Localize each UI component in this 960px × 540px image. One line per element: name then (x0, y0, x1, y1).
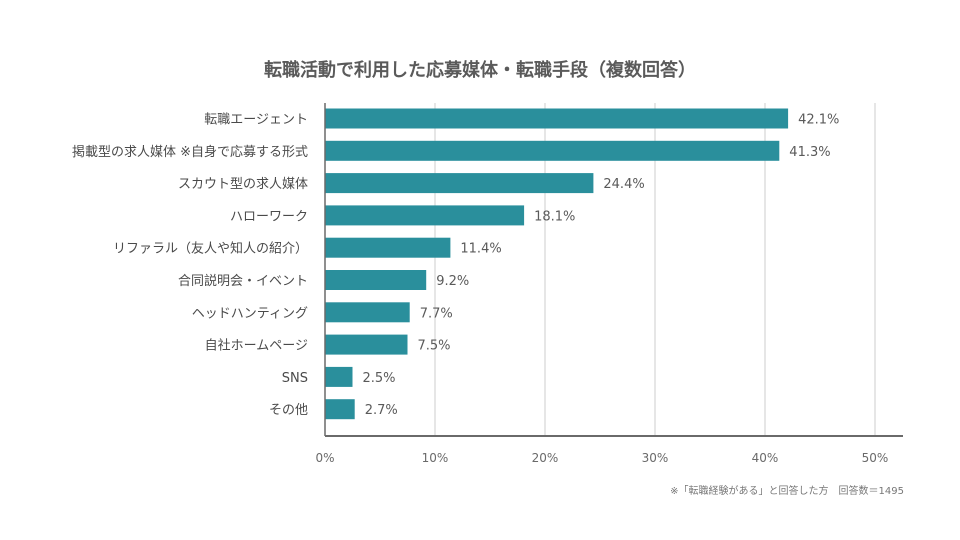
chart-title: 転職活動で利用した応募媒体・転職手段（複数回答） (264, 60, 696, 81)
value-label: 9.2% (436, 274, 469, 289)
value-label: 41.3% (789, 145, 830, 160)
bar (325, 205, 525, 226)
category-label: 自社ホームページ (205, 338, 308, 354)
category-label: SNS (282, 371, 308, 386)
value-label: 42.1% (798, 113, 839, 128)
bar (325, 108, 789, 129)
x-tick-label: 30% (642, 451, 669, 465)
value-label: 7.7% (420, 306, 453, 321)
category-label: 掲載型の求人媒体 ※自身で応募する形式 (72, 144, 308, 160)
x-tick-label: 10% (422, 451, 449, 465)
bar (325, 270, 427, 290)
bar (325, 334, 408, 355)
category-label: 転職エージェント (204, 113, 308, 128)
bar (325, 366, 353, 387)
value-label: 24.4% (603, 177, 644, 192)
value-label: 2.7% (365, 403, 398, 418)
value-label: 2.5% (363, 371, 396, 386)
category-label: 合同説明会・イベント (178, 273, 308, 289)
category-label: リファラル（友人や知人の紹介） (113, 241, 308, 257)
labels: 0% 10% 20% 30% 40% 50% 42.1% 転職エージェント 41.3% 掲載型の求… (72, 113, 888, 466)
category-label: スカウト型の求人媒体 (178, 177, 308, 192)
chart-note: ※「転職経験がある」と回答した方 回答数＝1495 (670, 486, 904, 497)
value-label: 11.4% (460, 242, 501, 257)
x-tick-label: 40% (752, 451, 779, 465)
bar (325, 140, 780, 161)
x-tick-label: 20% (532, 451, 559, 465)
x-tick-label: 0% (315, 451, 334, 465)
category-label: ハローワーク (230, 209, 308, 224)
bar (325, 173, 594, 194)
bars (325, 108, 789, 420)
bar (325, 399, 355, 420)
bar (325, 302, 410, 323)
value-label: 7.5% (418, 339, 451, 354)
gridlines (434, 103, 876, 436)
value-label: 18.1% (534, 209, 575, 224)
category-label: その他 (269, 403, 308, 418)
category-label: ヘッドハンティング (192, 306, 308, 321)
bar (325, 237, 451, 258)
axes (324, 103, 903, 437)
x-tick-label: 50% (862, 451, 889, 465)
